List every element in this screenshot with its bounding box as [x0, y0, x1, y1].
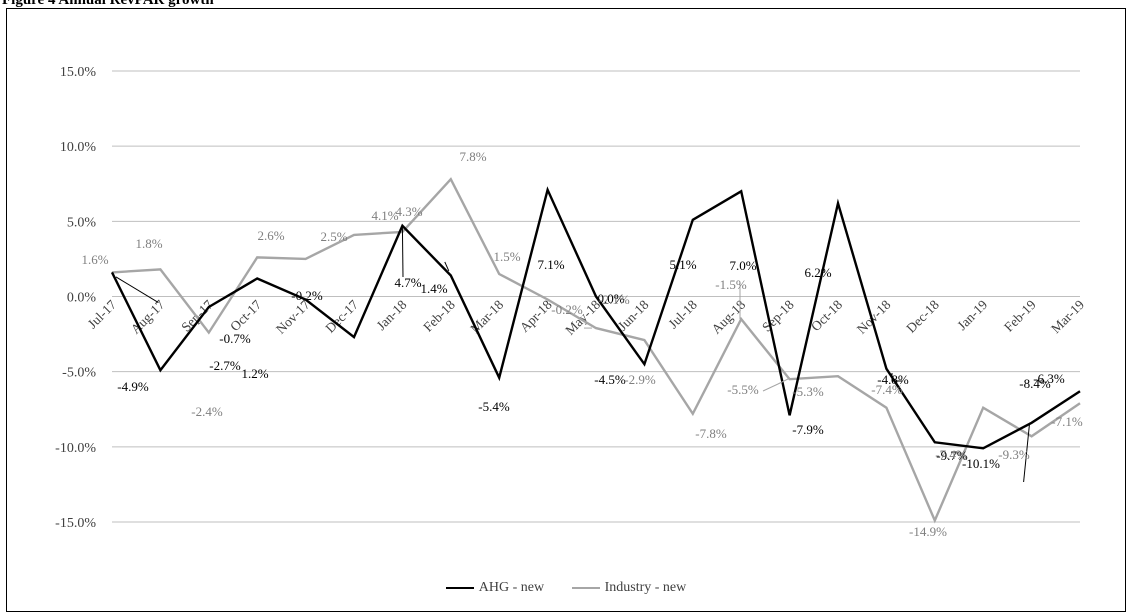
figure-title: Figure 4 Annual RevPAR growth	[2, 0, 214, 8]
data-label-industry: -2.9%	[624, 372, 656, 387]
y-axis-ticks: -15.0% -10.0% -5.0% 0.0% 5.0% 10.0% 15.0%	[55, 65, 96, 531]
data-label-industry: 1.6%	[81, 252, 108, 267]
x-tick-label: Mar-18	[467, 297, 506, 336]
data-label-industry: -9.3%	[998, 447, 1030, 462]
data-label-industry: -7.1%	[1051, 414, 1083, 429]
data-label-ahg: 4.7%	[394, 275, 421, 290]
x-tick-label: Jan-19	[954, 297, 990, 333]
x-tick-label: Dec-18	[903, 297, 942, 336]
legend: AHG - new Industry - new	[0, 578, 1132, 596]
data-label-industry: -5.3%	[792, 384, 824, 399]
data-label-ahg: 7.1%	[537, 257, 564, 272]
x-tick-label: Mar-19	[1048, 297, 1087, 336]
x-tick-label: Jul-18	[665, 297, 700, 332]
data-label-industry: -7.8%	[695, 426, 727, 441]
data-label-ahg: -9.7%	[936, 448, 968, 463]
data-label-industry: 4.1%	[371, 208, 398, 223]
data-label-industry: 1.5%	[493, 249, 520, 264]
data-label-industry: -14.9%	[909, 524, 947, 539]
data-label-ahg: -4.9%	[117, 379, 149, 394]
data-label-industry: -5.5%	[727, 382, 759, 397]
leader-line	[444, 261, 450, 272]
data-label-industry: 2.6%	[257, 228, 284, 243]
data-label-ahg: -4.5%	[594, 372, 626, 387]
x-tick-label: Aug-18	[709, 297, 749, 337]
x-tick-label: Oct-17	[227, 297, 264, 334]
data-label-ahg: 0.0%	[597, 291, 624, 306]
data-label-ahg: 5.1%	[669, 257, 696, 272]
y-tick-label: -5.0%	[62, 366, 96, 381]
data-label-ahg: 7.0%	[729, 258, 756, 273]
data-label-industry: -2.1%	[598, 292, 630, 307]
data-label-industry: 2.5%	[320, 229, 347, 244]
leader-line	[401, 225, 404, 278]
legend-item-industry: Industry - new	[571, 580, 687, 596]
leader-line	[115, 276, 159, 303]
data-label-ahg: -10.1%	[962, 456, 1000, 471]
x-tick-label: Nov-18	[854, 297, 894, 337]
y-tick-label: 10.0%	[60, 140, 97, 155]
x-tick-label: Apr-18	[517, 297, 555, 335]
legend-swatch-ahg	[445, 587, 474, 589]
x-tick-label: Feb-18	[420, 297, 458, 335]
data-label-industry: -0.2%	[551, 302, 583, 317]
legend-swatch-industry	[571, 587, 600, 589]
series-line-ahg	[110, 186, 1081, 450]
data-label-ahg: 6.2%	[804, 265, 831, 280]
data-label-ahg: -5.4%	[478, 399, 510, 414]
x-tick-label: Jan-18	[373, 297, 409, 333]
legend-item-ahg: AHG - new	[445, 580, 545, 596]
data-label-ahg: -2.7%	[209, 358, 241, 373]
x-tick-label: Feb-19	[1001, 297, 1039, 335]
y-tick-label: 15.0%	[60, 65, 97, 80]
data-label-industry: -2.4%	[191, 404, 223, 419]
data-label-industry: 4.3%	[395, 204, 422, 219]
data-label-ahg: -6.3%	[1033, 371, 1065, 386]
data-label-ahg: -4.8%	[877, 372, 909, 387]
data-label-ahg: -0.2%	[291, 288, 323, 303]
data-label-industry: 1.8%	[135, 236, 162, 251]
data-label-ahg: 1.4%	[420, 281, 447, 296]
data-labels: -4.9% -0.7% 1.2% -0.2% -2.7% 4.7%1.4% -5.4% 7.1…	[81, 149, 1082, 539]
data-label-ahg: -0.7%	[219, 331, 251, 346]
legend-label-ahg: AHG - new	[478, 580, 545, 595]
leader-line	[762, 377, 791, 392]
series-lines	[110, 177, 1081, 524]
data-label-industry: -7.4%	[871, 382, 903, 397]
y-tick-label: 5.0%	[67, 215, 97, 230]
label-leader-lines	[115, 225, 1031, 483]
y-tick-label: -15.0%	[55, 516, 96, 531]
data-label-industry: 7.8%	[459, 149, 486, 164]
gridlines	[112, 70, 1080, 523]
leader-line	[891, 373, 902, 382]
data-label-industry: -1.5%	[715, 277, 747, 292]
y-tick-label: -10.0%	[55, 441, 96, 456]
data-label-ahg: -8.4%	[1019, 376, 1051, 391]
leader-line	[1023, 422, 1031, 483]
series-line-industry	[111, 177, 1081, 524]
data-label-industry: -7.4%	[935, 447, 967, 462]
data-label-ahg: 1.2%	[241, 366, 268, 381]
data-label-ahg: -7.9%	[792, 422, 824, 437]
y-tick-label: 0.0%	[67, 291, 97, 306]
legend-label-industry: Industry - new	[604, 580, 687, 595]
